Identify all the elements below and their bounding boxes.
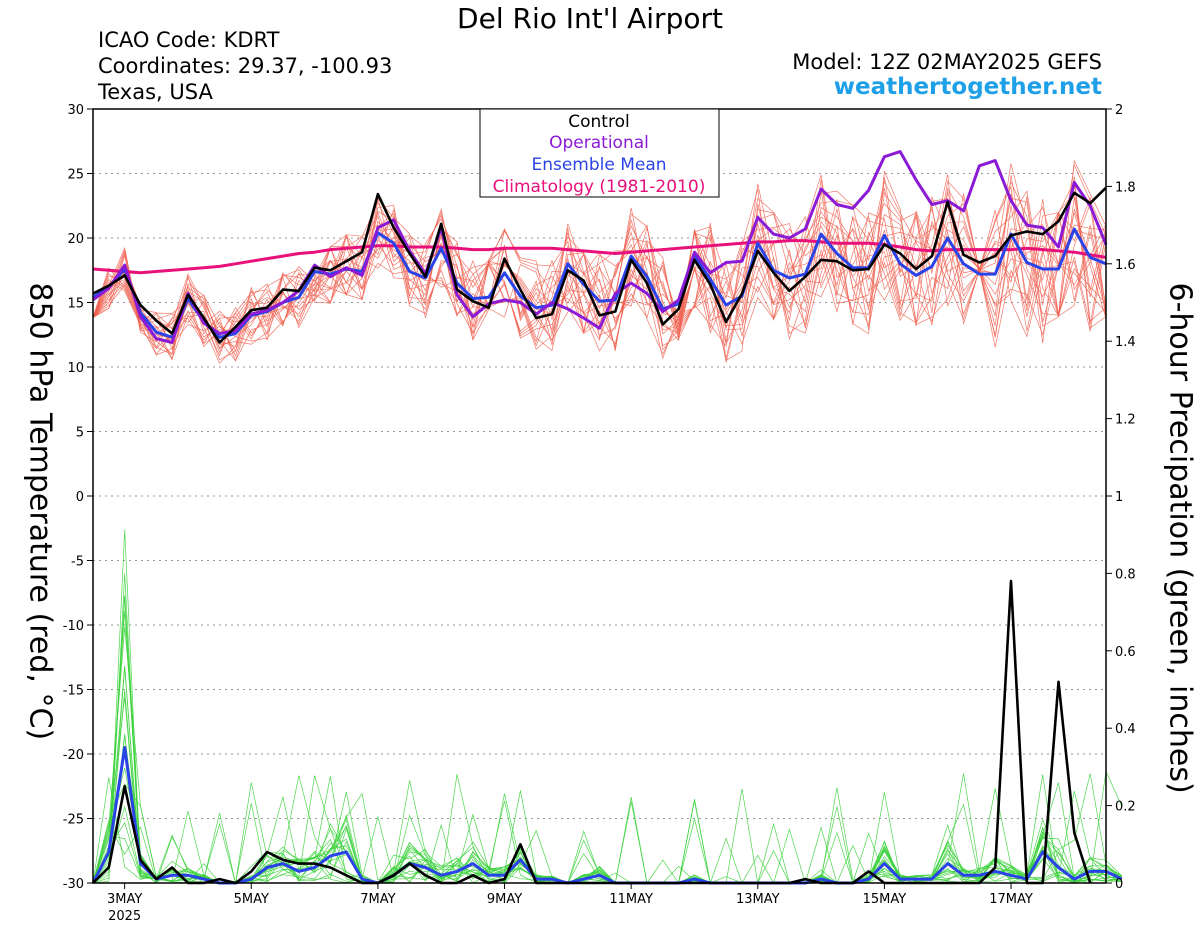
- axes: 302520151050-5-10-15-20-25-3021.81.61.41…: [63, 103, 1136, 924]
- model-run: Model: 12Z 02MAY2025 GEFS: [792, 50, 1102, 74]
- left-tick-label: 5: [76, 426, 84, 441]
- precip-member-line: [92, 573, 1122, 884]
- x-tick-label: 7MAY: [360, 892, 395, 907]
- temp-member-line: [92, 187, 1107, 355]
- precip-member-line: [92, 751, 1122, 884]
- x-tick-label: 5MAY: [234, 892, 269, 907]
- legend-ensemble-mean: Ensemble Mean: [531, 155, 666, 175]
- left-tick-label: 25: [67, 168, 84, 183]
- legend-operational: Operational: [549, 133, 649, 153]
- right-tick-label: 0.2: [1115, 800, 1136, 815]
- left-tick-label: 15: [67, 297, 84, 312]
- left-tick-label: 10: [67, 361, 84, 376]
- legend-climatology: Climatology (1981-2010): [493, 177, 706, 197]
- chart-title: Del Rio Int'l Airport: [457, 2, 723, 35]
- climatology-1981-2010-temp-line: [92, 239, 1107, 275]
- control-temp-line: [92, 186, 1107, 344]
- icao-code: ICAO Code: KDRT: [98, 28, 280, 52]
- temp-member-line: [92, 197, 1107, 360]
- x-tick-label: 15MAY: [863, 892, 907, 907]
- x-tick-label: 9MAY: [487, 892, 522, 907]
- x-tick-label: 3MAY: [107, 892, 142, 907]
- left-tick-label: -20: [63, 748, 84, 763]
- left-tick-label: -30: [63, 877, 84, 892]
- precip-member-line: [92, 767, 1122, 884]
- site-link[interactable]: weathertogether.net: [833, 74, 1102, 100]
- right-tick-label: 1.2: [1115, 413, 1136, 428]
- temp-member-line: [92, 181, 1107, 361]
- precip-member-line: [92, 690, 1122, 884]
- legend-control: Control: [568, 112, 629, 132]
- left-tick-label: -25: [63, 813, 84, 828]
- series-lines: [91, 150, 1123, 885]
- precip-member-line: [92, 777, 1122, 884]
- x-tick-label: 11MAY: [609, 892, 653, 907]
- right-tick-label: 2: [1115, 103, 1123, 118]
- right-tick-label: 1.8: [1115, 180, 1136, 195]
- temp-member-line: [92, 191, 1107, 344]
- right-tick-label: 1.4: [1115, 335, 1136, 350]
- grid: [93, 173, 1106, 819]
- ensemble-members: [92, 159, 1123, 885]
- right-tick-label: 0.6: [1115, 645, 1136, 660]
- temp-member-line: [92, 159, 1107, 362]
- ensemble-mean-precip-line: [91, 746, 1123, 885]
- left-tick-label: -10: [63, 619, 84, 634]
- x-tick-label: 13MAY: [736, 892, 780, 907]
- temp-member-line: [92, 198, 1107, 361]
- precip-member-line: [92, 774, 1122, 884]
- precip-member-line: [92, 697, 1122, 884]
- left-tick-label: -5: [71, 555, 84, 570]
- temp-member-line: [92, 183, 1107, 363]
- right-tick-label: 0.4: [1115, 722, 1136, 737]
- coordinates: Coordinates: 29.37, -100.93: [98, 54, 393, 78]
- precip-member-line: [92, 667, 1123, 884]
- legend-box: [479, 108, 720, 198]
- left-tick-label: 30: [67, 103, 84, 118]
- left-tick-label: 20: [67, 232, 84, 247]
- left-tick-label: -15: [63, 684, 84, 699]
- precip-member-line: [92, 610, 1122, 884]
- precip-member-line: [92, 595, 1123, 884]
- region: Texas, USA: [98, 80, 213, 104]
- right-tick-label: 1.6: [1115, 258, 1136, 273]
- x-year-label: 2025: [108, 909, 141, 924]
- precip-member-line: [92, 626, 1123, 885]
- right-tick-label: 0.8: [1115, 567, 1136, 582]
- precip-member-line: [92, 596, 1122, 884]
- right-tick-label: 0: [1115, 877, 1123, 892]
- left-tick-label: 0: [76, 490, 84, 505]
- x-tick-label: 17MAY: [989, 892, 1033, 907]
- precip-member-line: [92, 773, 1122, 884]
- operational-temp-line: [92, 150, 1108, 344]
- right-tick-label: 1: [1115, 490, 1123, 505]
- precip-member-line: [92, 529, 1122, 884]
- precip-member-line: [92, 665, 1122, 884]
- legend: Control Operational Ensemble Mean Climat…: [479, 108, 720, 198]
